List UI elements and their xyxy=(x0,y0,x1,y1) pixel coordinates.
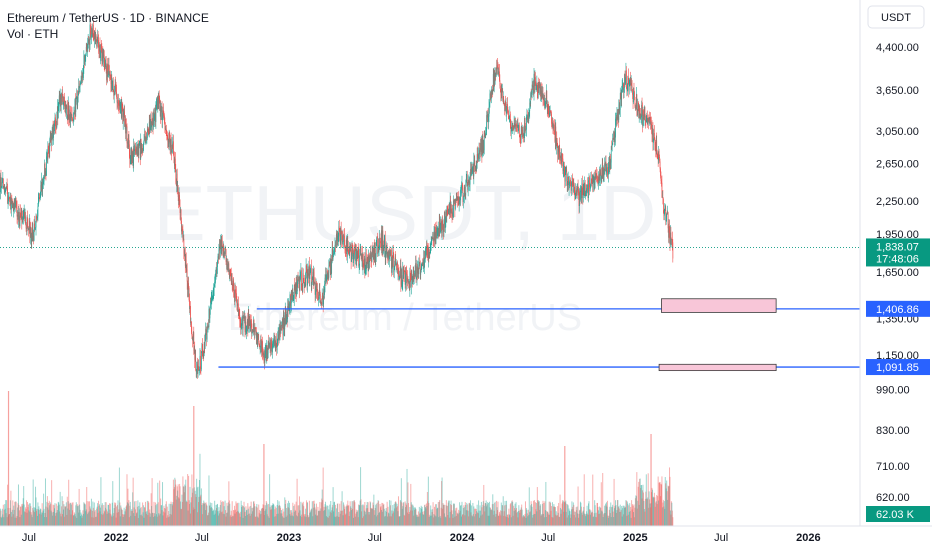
candle-body xyxy=(629,86,630,90)
candle-body xyxy=(463,196,464,202)
candle-body xyxy=(187,269,188,282)
time-tick-label: 2024 xyxy=(450,532,475,544)
candle-body xyxy=(636,94,637,109)
last-price-label: 1,838.07 xyxy=(876,241,919,253)
candle-body xyxy=(72,118,73,120)
volume-spike xyxy=(650,434,651,526)
volume-spike xyxy=(564,446,565,526)
candle-body xyxy=(554,125,555,132)
candle-body xyxy=(222,240,223,246)
volume-spike xyxy=(263,444,264,526)
candle-body xyxy=(117,97,118,103)
candle-body xyxy=(559,145,560,157)
candle-body xyxy=(626,70,627,87)
price-tick-label: 1,650.00 xyxy=(876,267,919,279)
price-tick-label: 2,650.00 xyxy=(876,158,919,170)
candle-body xyxy=(657,151,658,154)
candle-body xyxy=(331,262,332,273)
time-tick-label: 2025 xyxy=(623,532,647,544)
candle-body xyxy=(424,258,425,267)
price-tick-label: 710.00 xyxy=(876,461,910,473)
candle-body xyxy=(64,97,65,101)
candle-body xyxy=(243,317,244,328)
time-tick-label: Jul xyxy=(195,532,209,544)
watermark-ticker: ETHUSDT, 1D xyxy=(154,169,657,257)
level-price-label: 1,091.85 xyxy=(876,362,919,374)
candle-body xyxy=(42,184,43,190)
candle-body xyxy=(566,169,567,181)
time-tick-label: Jul xyxy=(714,532,728,544)
candle-body xyxy=(656,140,657,150)
candle-body xyxy=(317,289,318,295)
currency-button[interactable]: USDT xyxy=(868,6,924,28)
candle-body xyxy=(255,327,256,328)
candle-body xyxy=(138,148,139,156)
time-tick-label: 2026 xyxy=(796,532,820,544)
candle-body xyxy=(92,28,93,30)
price-tick-label: 2,250.00 xyxy=(876,196,919,208)
candle-body xyxy=(232,276,233,284)
candle-body xyxy=(26,225,27,229)
price-tick-label: 3,050.00 xyxy=(876,126,919,138)
volume-spike xyxy=(8,391,9,526)
time-tick-label: 2022 xyxy=(104,532,128,544)
candle-body xyxy=(314,272,315,283)
candle-body xyxy=(359,255,360,264)
candle-body xyxy=(110,74,111,75)
candle-body xyxy=(201,353,202,370)
candle-body xyxy=(93,25,94,34)
candle-body xyxy=(171,139,172,150)
candle-body xyxy=(276,336,277,343)
candle-body xyxy=(634,92,635,97)
time-axis[interactable]: Jul 2022 Jul 2023 Jul 2024 Jul 2025 Jul 2026 xyxy=(0,526,932,550)
time-tick-label: Jul xyxy=(368,532,382,544)
candle-body xyxy=(571,185,572,191)
demand-zone-box xyxy=(659,364,776,370)
price-tick-label: 620.00 xyxy=(876,492,910,504)
candle-body xyxy=(219,250,220,260)
candle-body xyxy=(672,242,673,258)
price-tick-label: 4,400.00 xyxy=(876,42,919,54)
candle-body xyxy=(195,357,196,370)
price-tick-label: 830.00 xyxy=(876,425,910,437)
candle-body xyxy=(519,125,520,135)
price-tick-label: 990.00 xyxy=(876,385,910,397)
candle-body xyxy=(376,238,377,243)
candle-body xyxy=(297,279,298,287)
candle-body xyxy=(522,130,523,134)
candle-body xyxy=(419,265,420,274)
volume-legend[interactable]: Vol · ETH xyxy=(7,27,58,41)
level-price-label: 1,406.86 xyxy=(876,304,919,316)
candle-body xyxy=(142,144,143,148)
time-tick-label: Jul xyxy=(22,532,36,544)
volume-spike xyxy=(193,406,194,526)
price-tick-label: 3,650.00 xyxy=(876,85,919,97)
time-tick-label: Jul xyxy=(541,532,555,544)
candle-body xyxy=(210,301,211,308)
volume-bar xyxy=(672,517,673,526)
candle-body xyxy=(38,206,39,216)
currency-button-label[interactable]: USDT xyxy=(881,12,911,24)
candle-body xyxy=(546,91,547,104)
candle-body xyxy=(480,150,481,154)
candle-body xyxy=(379,250,380,252)
demand-zone-box xyxy=(661,299,776,313)
candle-body xyxy=(467,175,468,182)
candle-body xyxy=(565,175,566,182)
time-tick-label: 2023 xyxy=(277,532,301,544)
candle-body xyxy=(607,167,608,171)
candle-body xyxy=(588,180,589,198)
price-axis[interactable]: 4,400.00 3,650.00 3,050.00 2,650.00 2,250.00… xyxy=(860,0,932,550)
candle-countdown-label: 17:48:06 xyxy=(876,253,919,265)
volume-value-label: 62.03 K xyxy=(876,509,915,521)
candle-body xyxy=(593,182,594,191)
symbol-legend[interactable]: Ethereum / TetherUS · 1D · BINANCE xyxy=(7,11,209,25)
candle-body xyxy=(301,270,302,285)
candle-body xyxy=(173,141,174,151)
